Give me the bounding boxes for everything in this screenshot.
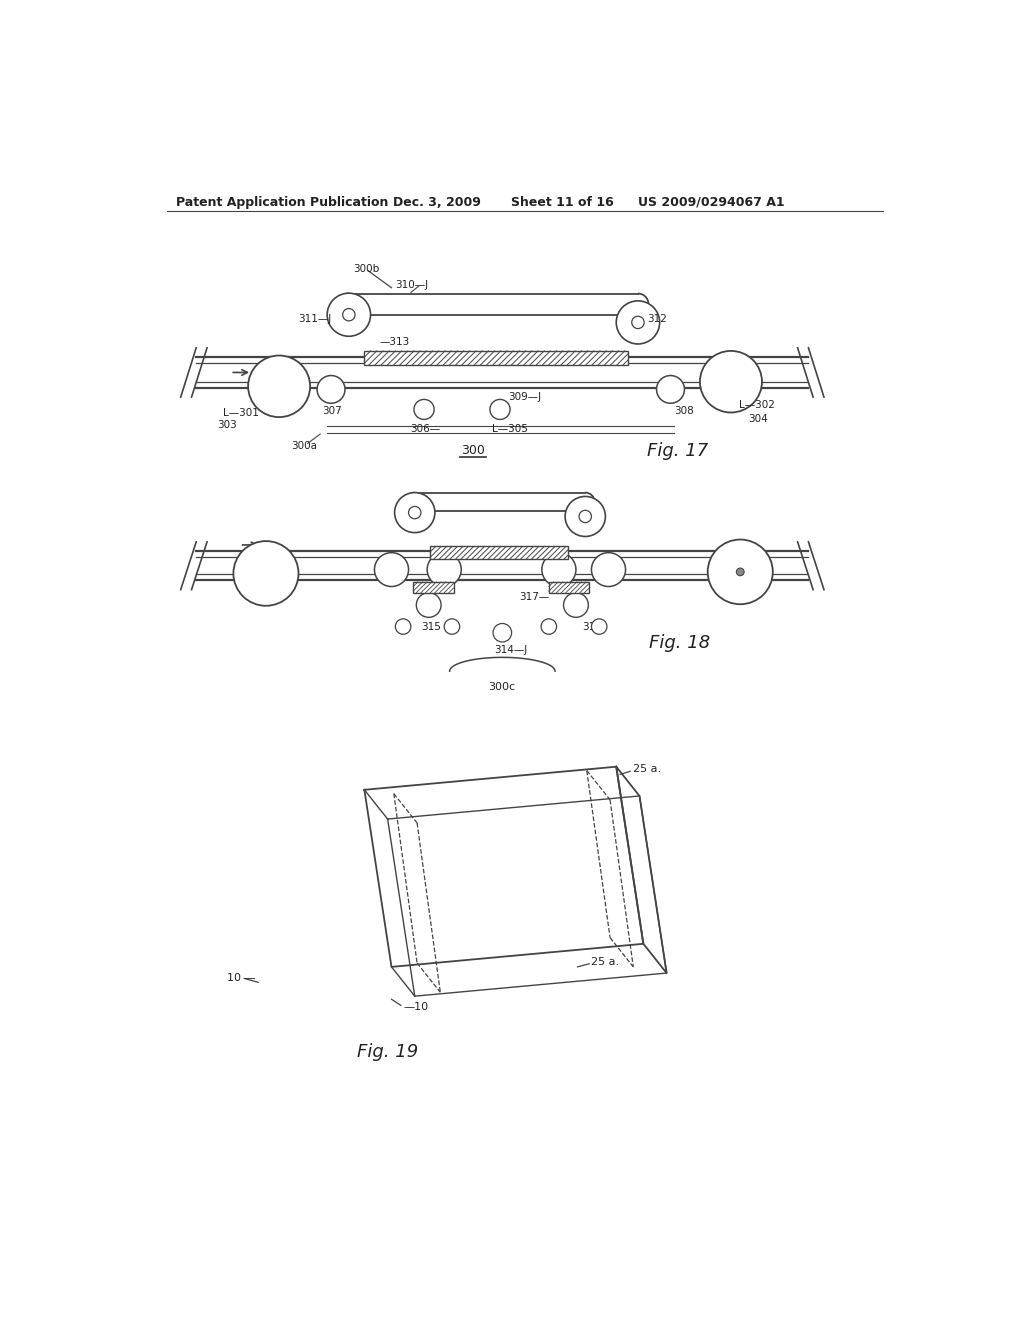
Circle shape <box>489 400 510 420</box>
Circle shape <box>343 309 355 321</box>
Circle shape <box>375 553 409 586</box>
Text: —10: —10 <box>403 1002 428 1012</box>
Text: L—301: L—301 <box>223 408 259 418</box>
Text: 300c: 300c <box>488 681 515 692</box>
Circle shape <box>394 492 435 532</box>
Circle shape <box>427 553 461 586</box>
Text: 306—: 306— <box>410 425 440 434</box>
Circle shape <box>493 623 512 642</box>
Text: 311—J: 311—J <box>299 314 332 323</box>
Bar <box>414 582 454 593</box>
Circle shape <box>708 540 773 605</box>
Circle shape <box>417 593 441 618</box>
Text: 304: 304 <box>748 413 768 424</box>
Text: 10 —: 10 — <box>227 973 256 983</box>
Text: 314—J: 314—J <box>495 644 527 655</box>
Circle shape <box>656 376 684 404</box>
Circle shape <box>700 351 762 412</box>
Text: Fig. 17: Fig. 17 <box>647 442 709 459</box>
Text: Patent Application Publication: Patent Application Publication <box>176 195 388 209</box>
Text: 300a: 300a <box>291 441 316 450</box>
Circle shape <box>616 301 659 345</box>
Text: 317—: 317— <box>519 593 550 602</box>
Text: 316: 316 <box>583 622 602 631</box>
Circle shape <box>414 400 434 420</box>
Text: Fig. 19: Fig. 19 <box>356 1043 418 1060</box>
Text: Sheet 11 of 16: Sheet 11 of 16 <box>511 195 613 209</box>
Text: 315: 315 <box>421 622 440 631</box>
Text: 300: 300 <box>461 445 485 458</box>
Text: 25 a.: 25 a. <box>592 957 620 966</box>
Text: 25 a.: 25 a. <box>633 764 662 774</box>
Text: 308: 308 <box>675 407 694 416</box>
Text: L—302: L—302 <box>738 400 774 409</box>
Circle shape <box>317 376 345 404</box>
Circle shape <box>579 511 592 523</box>
Text: 309—J: 309—J <box>508 392 541 403</box>
Text: L—305: L—305 <box>493 425 528 434</box>
Text: US 2009/0294067 A1: US 2009/0294067 A1 <box>638 195 784 209</box>
Circle shape <box>563 593 589 618</box>
Text: 303: 303 <box>217 420 237 430</box>
Circle shape <box>233 541 299 606</box>
Circle shape <box>444 619 460 635</box>
Text: 312: 312 <box>647 314 667 323</box>
Text: Dec. 3, 2009: Dec. 3, 2009 <box>393 195 481 209</box>
Text: —313: —313 <box>380 337 411 347</box>
Circle shape <box>632 317 644 329</box>
Circle shape <box>592 553 626 586</box>
Circle shape <box>736 568 744 576</box>
Circle shape <box>541 619 557 635</box>
Text: Fig. 18: Fig. 18 <box>649 635 710 652</box>
Circle shape <box>592 619 607 635</box>
Text: 300b: 300b <box>352 264 379 273</box>
Bar <box>365 351 628 364</box>
Text: 310—J: 310—J <box>395 280 428 289</box>
Bar <box>430 546 568 558</box>
Circle shape <box>409 507 421 519</box>
Circle shape <box>565 496 605 536</box>
Circle shape <box>248 355 310 417</box>
Circle shape <box>328 293 371 337</box>
Circle shape <box>395 619 411 635</box>
Circle shape <box>542 553 575 586</box>
Text: 307: 307 <box>322 407 341 416</box>
Bar <box>549 582 589 593</box>
